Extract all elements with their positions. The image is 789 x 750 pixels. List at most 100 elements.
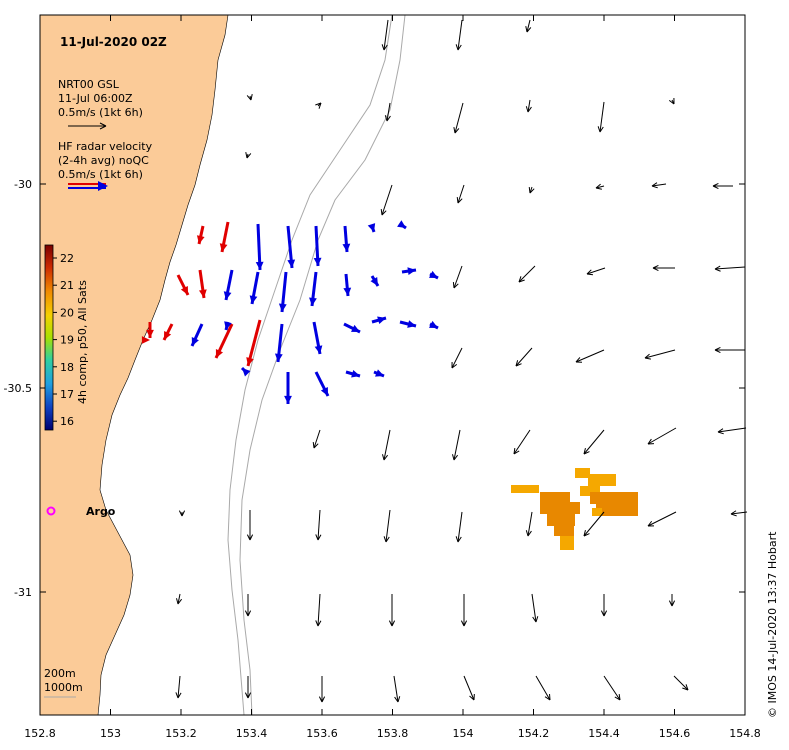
radar-arrow	[176, 274, 190, 296]
model-arrow	[714, 265, 746, 272]
x-tick-label: 154.4	[588, 727, 620, 740]
radar-arrow	[146, 322, 154, 338]
model-arrow	[381, 19, 389, 51]
model-arrow	[714, 346, 745, 354]
model-arrow	[453, 102, 464, 134]
model-arrow	[518, 265, 536, 283]
legend-model-time: 11-Jul 06:00Z	[58, 92, 133, 105]
model-arrow	[603, 675, 621, 701]
x-tick-label: 152.8	[24, 727, 56, 740]
sst-cell	[590, 492, 638, 504]
isobath-200m-label: 200m	[44, 667, 76, 680]
model-arrow	[452, 265, 463, 289]
legend: NRT00 GSL 11-Jul 06:00Z 0.5m/s (1kt 6h) …	[58, 78, 153, 191]
legend-model-scale: 0.5m/s (1kt 6h)	[58, 106, 143, 119]
model-arrow	[652, 264, 675, 272]
model-arrow	[244, 676, 252, 699]
radar-arrow	[246, 319, 262, 367]
isobath-200m-line	[227, 14, 393, 716]
hf-radar-arrows	[141, 220, 439, 404]
radar-arrow	[240, 366, 251, 377]
radar-arrow	[345, 370, 361, 378]
model-arrow	[460, 594, 468, 627]
model-current-arrows	[175, 19, 748, 703]
model-arrow	[455, 19, 463, 51]
radar-arrow	[309, 271, 318, 307]
sst-cell	[580, 486, 600, 496]
radar-arrow	[313, 225, 322, 267]
model-arrow	[717, 427, 747, 435]
argo-marker-icon	[46, 506, 56, 516]
model-arrow	[318, 676, 326, 703]
x-tick-label: 153	[100, 727, 121, 740]
radar-arrow	[278, 271, 288, 313]
legend-radar-arrowhead	[98, 181, 108, 191]
model-arrow	[583, 511, 605, 537]
radar-arrow	[198, 269, 207, 299]
colorbar-tick-label: 17	[60, 388, 74, 401]
model-arrow	[600, 594, 608, 617]
model-arrow	[651, 182, 667, 189]
model-arrow	[451, 347, 463, 369]
isobath-legend: 200m 1000m	[44, 667, 83, 698]
sst-cell	[540, 502, 580, 514]
colorbar-label: 4h comp, p50, All Sats	[76, 280, 89, 404]
model-arrow	[515, 347, 533, 367]
model-arrow	[388, 594, 396, 627]
model-arrow	[383, 509, 391, 543]
model-arrow	[668, 594, 676, 607]
model-arrow	[380, 184, 393, 216]
model-arrow	[644, 349, 676, 360]
sst-cell	[560, 536, 574, 550]
model-arrow	[730, 510, 748, 517]
model-arrow	[525, 511, 533, 537]
radar-arrow	[190, 323, 204, 347]
model-arrow	[393, 675, 401, 703]
colorbar-tick-label: 22	[60, 252, 74, 265]
model-arrow	[315, 102, 322, 109]
model-arrow	[463, 675, 475, 701]
colorbar-tick-label: 21	[60, 279, 74, 292]
radar-arrow	[196, 225, 205, 245]
model-arrow	[315, 593, 322, 627]
colorbar-tick-label: 19	[60, 334, 74, 347]
radar-arrow	[429, 320, 439, 330]
model-arrow	[673, 675, 689, 691]
legend-radar-scale: 0.5m/s (1kt 6h)	[58, 168, 143, 181]
colorbar-tick-label: 18	[60, 361, 74, 374]
model-arrow	[575, 349, 605, 363]
x-tick-label: 153.6	[306, 727, 338, 740]
radar-arrow	[223, 269, 234, 301]
model-arrow	[647, 427, 677, 445]
sst-cell	[540, 492, 570, 502]
sst-cell	[588, 474, 616, 486]
sst-cell	[596, 504, 638, 516]
model-arrow	[535, 675, 551, 701]
x-tick-label: 154.6	[659, 727, 691, 740]
radar-arrow	[397, 220, 407, 230]
y-axis: -30 -30.5 -31	[4, 178, 745, 599]
model-arrow	[382, 429, 391, 461]
model-arrow	[712, 182, 733, 190]
model-arrow	[246, 94, 253, 101]
x-tick-label: 154.2	[518, 727, 550, 740]
legend-model-arrowhead	[99, 122, 107, 130]
radar-arrow	[401, 267, 417, 276]
model-arrow	[668, 97, 675, 105]
radar-arrow	[399, 320, 417, 328]
model-arrow	[245, 152, 252, 159]
radar-arrow	[284, 372, 292, 404]
radar-arrow	[343, 273, 352, 297]
sst-patch	[511, 468, 638, 550]
model-arrow	[595, 183, 605, 190]
y-tick-label: -31	[14, 586, 32, 599]
argo-float: Argo	[46, 505, 116, 518]
model-arrow	[456, 184, 465, 204]
radar-arrow	[343, 322, 361, 334]
model-arrow	[175, 675, 182, 699]
colorbar-ticks: 22 21 20 19 18 17 16	[53, 252, 74, 428]
model-arrow	[315, 509, 322, 541]
model-arrow	[178, 510, 186, 517]
isobath-1000m-label: 1000m	[44, 681, 83, 694]
